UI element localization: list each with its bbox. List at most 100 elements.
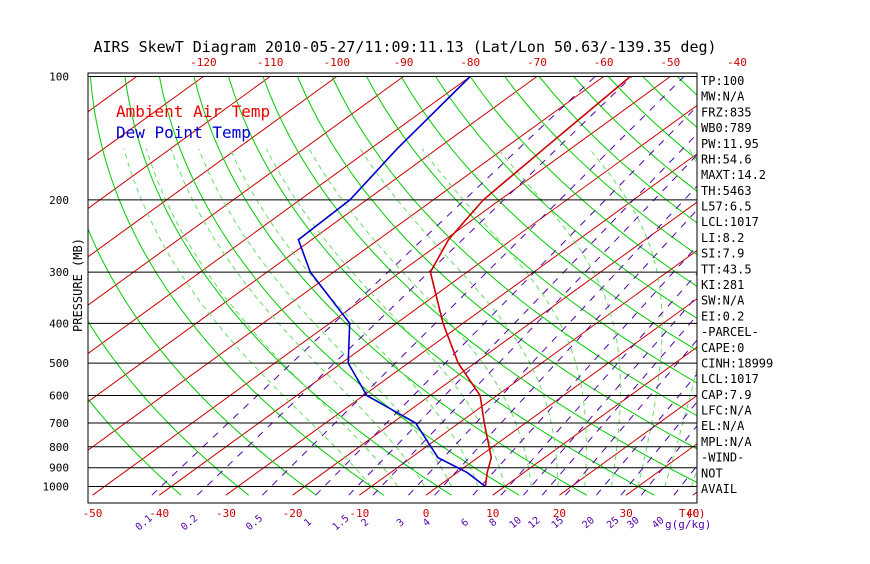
index-item: WB0:789 — [701, 121, 752, 135]
index-item: L57:6.5 — [701, 200, 752, 214]
index-item: LI:8.2 — [701, 231, 744, 245]
mixing-ratio-tick-label: 2 — [360, 517, 372, 529]
isotherm-line — [0, 77, 3, 496]
mixing-ratio-line — [595, 373, 697, 496]
bottom-temperature-tick-label: -40 — [149, 507, 169, 520]
index-item: SW:N/A — [701, 294, 745, 308]
bottom-temperature-tick-label: 40 — [686, 507, 699, 520]
dry-adiabat-line — [124, 76, 452, 496]
bottom-temperature-tick-label: -30 — [216, 507, 236, 520]
isotherm-line — [559, 394, 697, 496]
moist-adiabat-line — [359, 148, 559, 487]
index-item: MAXT:14.2 — [701, 168, 766, 182]
index-item: -PARCEL- — [701, 325, 759, 339]
pressure-tick-label: 200 — [49, 194, 69, 207]
index-item: SI:7.9 — [701, 247, 744, 261]
index-item: AVAIL — [701, 482, 737, 496]
isotherm-line — [425, 298, 697, 496]
top-temperature-tick-label: -120 — [190, 56, 217, 69]
mixing-ratio-tick-label: 8 — [488, 517, 500, 529]
index-item: RH:54.6 — [701, 152, 752, 166]
index-item: EI:0.2 — [701, 309, 744, 323]
index-item: CAP:7.9 — [701, 388, 752, 402]
index-item: LCL:1017 — [701, 215, 759, 229]
mixing-ratio-tick-label: 20 — [581, 515, 597, 531]
mixing-ratio-tick-label: 3 — [395, 517, 407, 529]
dry-adiabat-line — [746, 77, 870, 496]
dry-adiabat-line — [88, 227, 317, 496]
moist-adiabat-line — [664, 148, 697, 487]
index-item: CAPE:0 — [701, 341, 744, 355]
pressure-tick-label: 800 — [49, 441, 69, 454]
mixing-ratio-line — [408, 185, 697, 496]
index-item: FRZ:835 — [701, 105, 752, 119]
plot-area — [0, 75, 870, 496]
legend-temp: Ambient Air Temp — [116, 102, 270, 121]
moist-adiabat-line — [308, 148, 532, 487]
index-item: LCL:1017 — [701, 372, 759, 386]
top-temperature-tick-label: -90 — [394, 56, 414, 69]
mixing-ratio-line — [434, 209, 697, 496]
mixing-ratio-line — [315, 105, 697, 496]
pressure-tick-label: 600 — [49, 390, 69, 403]
isotherm-line — [760, 77, 870, 496]
pressure-tick-label: 900 — [49, 462, 69, 475]
moist-adiabat-line — [421, 148, 587, 487]
index-item: NOT — [701, 466, 723, 480]
moist-adiabat-line — [229, 148, 479, 487]
moist-adiabat-line — [198, 148, 452, 487]
moist-adiabat-line — [589, 148, 663, 487]
mixing-ratio-unit-label: g(g/kg) — [665, 518, 711, 531]
mixing-ratio-line — [261, 76, 685, 496]
isotherm-line — [492, 346, 697, 496]
dry-adiabat-line — [400, 76, 697, 352]
moist-adiabat-line — [123, 148, 372, 487]
mixing-ratio-tick-label: 0.5 — [244, 513, 265, 533]
pressure-tick-label: 700 — [49, 417, 69, 430]
mixing-ratio-tick-label: 10 — [508, 515, 524, 531]
dry-adiabat-line — [88, 320, 250, 496]
pressure-tick-label: 500 — [49, 357, 69, 370]
pressure-tick-label: 400 — [49, 317, 69, 330]
index-item: TT:43.5 — [701, 262, 752, 276]
dry-adiabat-line — [297, 76, 697, 450]
dry-adiabat-line — [331, 76, 697, 417]
dry-adiabat-line — [850, 77, 870, 496]
index-item: MPL:N/A — [701, 435, 752, 449]
mixing-ratio-tick-label: 4 — [421, 517, 433, 529]
y-axis-label: PRESSURE (MB) — [71, 238, 85, 332]
dry-adiabat-line — [228, 76, 655, 496]
top-temperature-tick-label: -100 — [324, 56, 351, 69]
isotherm-line — [826, 77, 870, 496]
mixing-ratio-line — [151, 76, 596, 496]
top-temperature-tick-label: -80 — [460, 56, 480, 69]
mixing-ratio-tick-label: 12 — [526, 515, 542, 531]
isotherm-line — [88, 76, 471, 355]
isotherm-line — [88, 76, 338, 258]
index-item: KI:281 — [701, 278, 744, 292]
pressure-tick-label: 100 — [49, 71, 69, 84]
dewpoint-profile-line — [297, 75, 486, 488]
dry-adiabat-line — [262, 76, 697, 484]
isotherm-line — [88, 76, 204, 161]
dry-adiabat-line — [504, 76, 697, 256]
pressure-tick-label: 300 — [49, 266, 69, 279]
index-item: PW:11.95 — [701, 137, 759, 151]
dry-adiabat-line — [469, 76, 697, 287]
top-temperature-tick-label: -60 — [594, 56, 614, 69]
isotherm-line — [92, 76, 671, 496]
x-axis-label: T(C) — [679, 507, 706, 520]
mixing-ratio-line — [620, 401, 697, 496]
isotherm-line — [158, 104, 697, 496]
isotherm-line — [0, 77, 70, 496]
dry-adiabat-line — [815, 77, 870, 496]
moist-adiabat-line — [265, 148, 506, 487]
dry-adiabat-line — [781, 77, 870, 496]
index-item: LFC:N/A — [701, 404, 752, 418]
index-item: TH:5463 — [701, 184, 752, 198]
bottom-temperature-tick-label: 30 — [619, 507, 632, 520]
index-item: -WIND- — [701, 451, 744, 465]
moist-adiabat-line — [145, 148, 399, 487]
